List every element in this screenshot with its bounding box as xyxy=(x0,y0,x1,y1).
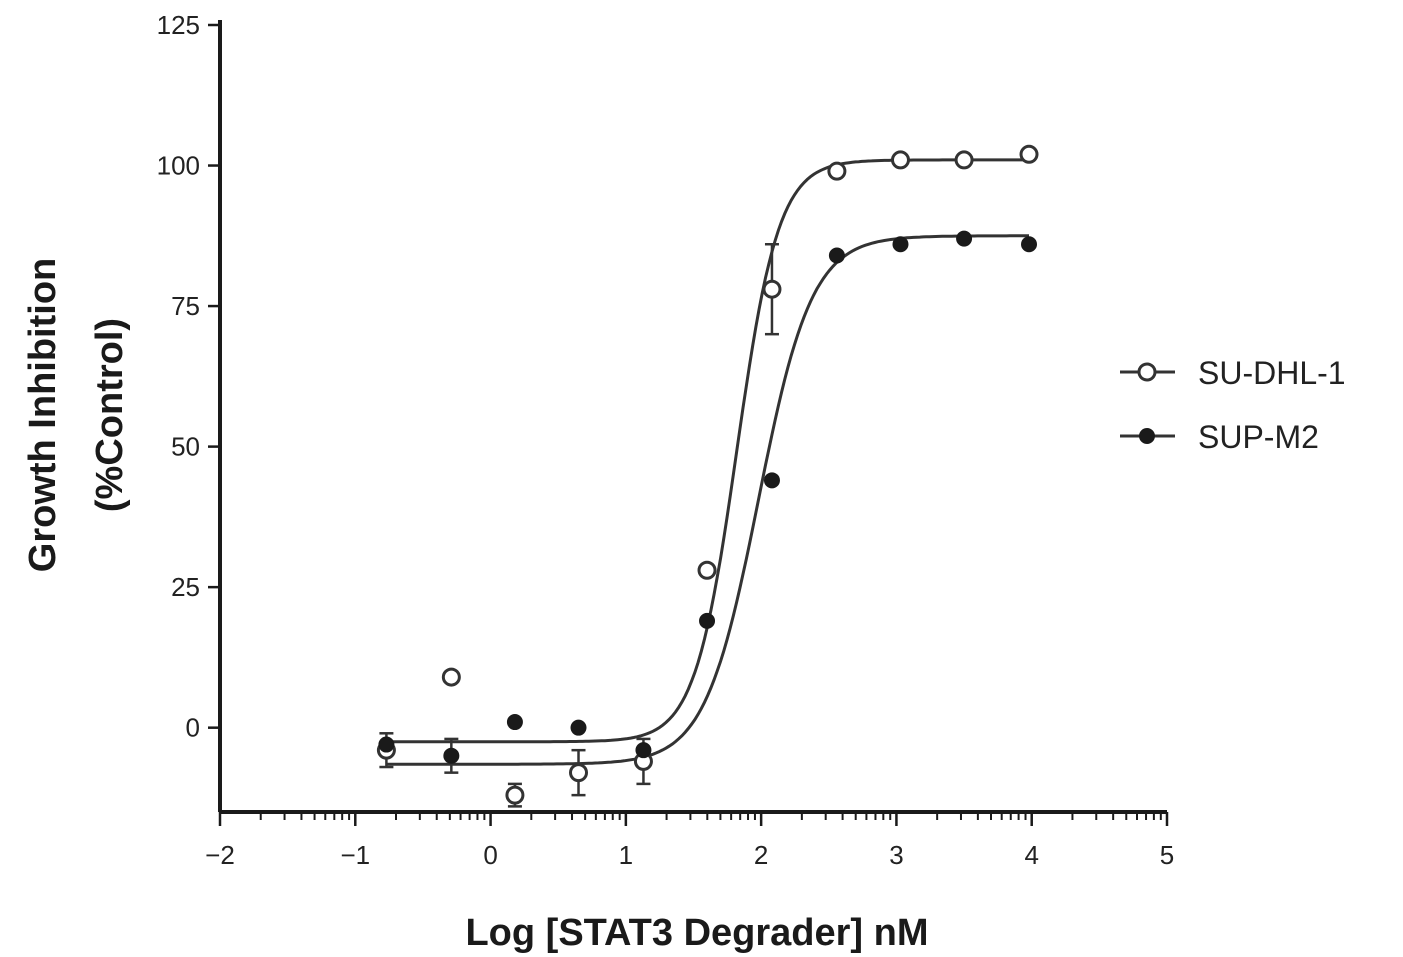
data-point-sup-m2 xyxy=(506,714,523,731)
data-point-su-dhl-1 xyxy=(697,560,717,580)
data-point-sup-m2 xyxy=(892,236,909,253)
legend-marker xyxy=(1137,362,1157,382)
data-point-su-dhl-1 xyxy=(890,150,910,170)
x-tick-label: 1 xyxy=(619,840,633,870)
y-axis-title: Growth Inhibition xyxy=(22,258,64,572)
x-tick-label: 4 xyxy=(1024,840,1038,870)
data-point-sup-m2 xyxy=(1021,236,1038,253)
x-tick-label: −2 xyxy=(205,840,235,870)
x-tick-label: 2 xyxy=(754,840,768,870)
data-point-sup-m2 xyxy=(828,247,845,264)
axes: 0 25 50 75 100 125 −2 −1 0 1 2 3 4 5 xyxy=(157,10,1175,870)
data-point-su-dhl-1 xyxy=(1019,144,1039,164)
y-tick-label: 100 xyxy=(157,151,200,181)
y-tick-label: 75 xyxy=(171,291,200,321)
data-point-su-dhl-1 xyxy=(441,667,461,687)
data-point-su-dhl-1 xyxy=(569,763,589,783)
y-tick-label: 25 xyxy=(171,572,200,602)
fit-curves xyxy=(386,158,1029,766)
fit-curve-sup-m2 xyxy=(386,234,1029,766)
legend-label: SUP-M2 xyxy=(1198,419,1319,455)
data-point-su-dhl-1 xyxy=(762,279,782,299)
data-point-sup-m2 xyxy=(763,472,780,489)
legend-label: SU-DHL-1 xyxy=(1198,355,1346,391)
x-axis-title: Log [STAT3 Degrader] nM xyxy=(465,912,928,954)
data-point-sup-m2 xyxy=(699,612,716,629)
x-tick-label: −1 xyxy=(340,840,370,870)
data-point-sup-m2 xyxy=(956,230,973,247)
data-points xyxy=(376,144,1039,808)
x-tick-label: 3 xyxy=(889,840,903,870)
data-point-sup-m2 xyxy=(635,742,652,759)
y-tick-label: 0 xyxy=(186,713,200,743)
legend: SU-DHL-1 SUP-M2 xyxy=(1120,355,1346,455)
x-tick-label: 0 xyxy=(483,840,497,870)
x-tick-label: 5 xyxy=(1160,840,1174,870)
y-tick-label: 50 xyxy=(171,432,200,462)
data-point-su-dhl-1 xyxy=(827,161,847,181)
y-tick-label: 125 xyxy=(157,10,200,40)
data-point-su-dhl-1 xyxy=(505,785,525,805)
y-axis-subtitle: (%Control) xyxy=(89,318,131,512)
data-point-sup-m2 xyxy=(378,736,395,753)
data-point-su-dhl-1 xyxy=(954,150,974,170)
data-point-sup-m2 xyxy=(570,719,587,736)
legend-marker xyxy=(1139,428,1155,444)
fit-curve-su-dhl-1 xyxy=(386,158,1029,744)
data-point-sup-m2 xyxy=(443,747,460,764)
